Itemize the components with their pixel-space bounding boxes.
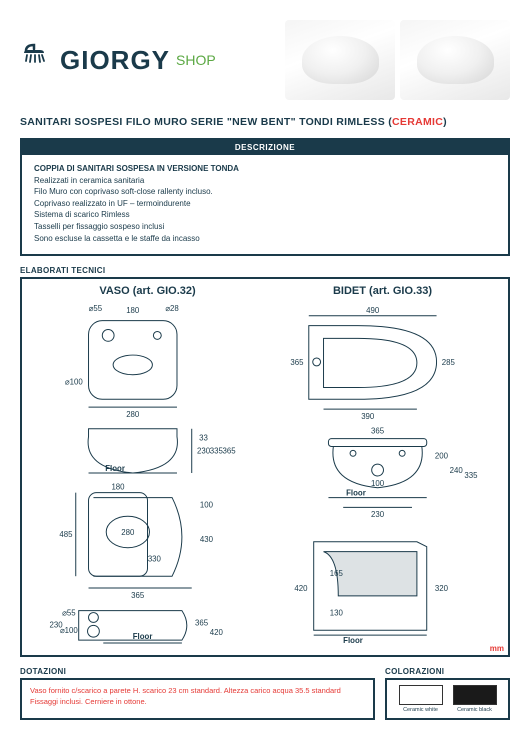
svg-text:Floor: Floor: [133, 632, 153, 641]
svg-text:⌀100: ⌀100: [65, 378, 83, 387]
tech-label: ELABORATI TECNICI: [20, 266, 510, 275]
bidet-column: BIDET (art. GIO.33) 490 390 365 285: [265, 285, 500, 649]
svg-text:320: 320: [435, 584, 449, 593]
title-highlight: CERAMIC: [392, 116, 443, 128]
svg-text:130: 130: [330, 609, 344, 618]
svg-text:365: 365: [290, 358, 304, 367]
tech-frame: VASO (art. GIO.32) 280 180 ⌀55 ⌀28 ⌀100 …: [20, 277, 510, 657]
description-line: Realizzati in ceramica sanitaria: [34, 175, 496, 187]
product-photos: [226, 20, 510, 100]
dotazioni-box: Vaso fornito c/scarico a parete H. scari…: [20, 678, 375, 720]
svg-text:33: 33: [199, 434, 208, 443]
svg-text:⌀100: ⌀100: [60, 626, 78, 635]
description-line: Tasselli per fissaggio sospeso inclusi: [34, 221, 496, 233]
svg-text:430: 430: [200, 535, 214, 544]
colorazioni-label: COLORAZIONI: [385, 667, 510, 676]
bidet-title: BIDET (art. GIO.33): [265, 285, 500, 297]
bidet-drawing: 490 390 365 285 Floor 365 200 240 335 10…: [265, 301, 500, 645]
svg-text:230: 230: [50, 620, 64, 629]
svg-text:365: 365: [223, 446, 237, 455]
swatch-label: Ceramic white: [403, 707, 438, 713]
brand-suffix: SHOP: [176, 52, 216, 68]
svg-text:230: 230: [371, 510, 385, 519]
svg-text:200: 200: [435, 451, 449, 460]
unit-label: mm: [490, 644, 504, 653]
photo-vaso: [285, 20, 395, 100]
svg-text:100: 100: [371, 479, 385, 488]
svg-text:230: 230: [197, 446, 211, 455]
svg-text:365: 365: [131, 591, 145, 600]
dotazioni-line: Vaso fornito c/scarico a parete H. scari…: [30, 686, 365, 697]
svg-text:285: 285: [442, 358, 456, 367]
svg-text:335: 335: [210, 446, 224, 455]
vaso-column: VASO (art. GIO.32) 280 180 ⌀55 ⌀28 ⌀100 …: [30, 285, 265, 649]
photo-bidet: [400, 20, 510, 100]
description-line: Filo Muro con coprivaso soft-close ralle…: [34, 186, 496, 198]
title-close: ): [443, 116, 447, 128]
svg-text:490: 490: [366, 306, 380, 315]
svg-text:Floor: Floor: [346, 489, 366, 498]
title-main: SANITARI SOSPESI FILO MURO SERIE "NEW BE…: [20, 116, 392, 128]
swatch-box-white: [399, 685, 443, 705]
svg-text:240: 240: [450, 466, 464, 475]
svg-text:365: 365: [371, 427, 385, 436]
svg-text:100: 100: [200, 501, 214, 510]
svg-text:Floor: Floor: [343, 636, 363, 645]
svg-text:⌀55: ⌀55: [89, 304, 103, 313]
svg-text:280: 280: [121, 528, 135, 537]
svg-text:165: 165: [330, 569, 344, 578]
brand-name: GIORGY: [60, 45, 170, 76]
svg-text:180: 180: [111, 483, 125, 492]
svg-text:335: 335: [464, 471, 478, 480]
description-line: Sistema di scarico Rimless: [34, 209, 496, 221]
svg-text:390: 390: [361, 412, 375, 421]
description-lead: COPPIA DI SANITARI SOSPESA IN VERSIONE T…: [34, 163, 496, 175]
svg-text:420: 420: [210, 628, 224, 637]
swatch-black: Ceramic black: [450, 685, 500, 713]
svg-text:Floor: Floor: [105, 464, 125, 473]
swatch-label: Ceramic black: [457, 707, 492, 713]
svg-text:365: 365: [195, 618, 209, 627]
shower-icon: [20, 43, 54, 77]
product-title: SANITARI SOSPESI FILO MURO SERIE "NEW BE…: [0, 110, 530, 138]
description-header: DESCRIZIONE: [22, 140, 508, 155]
svg-text:485: 485: [59, 530, 73, 539]
dotazioni-label: DOTAZIONI: [20, 667, 375, 676]
vaso-drawing: 280 180 ⌀55 ⌀28 ⌀100 Floor 33 230 335 36…: [30, 301, 265, 645]
swatch-white: Ceramic white: [396, 685, 446, 713]
svg-text:⌀28: ⌀28: [165, 304, 179, 313]
svg-text:180: 180: [126, 306, 140, 315]
description-box: DESCRIZIONE COPPIA DI SANITARI SOSPESA I…: [20, 138, 510, 256]
svg-text:420: 420: [294, 584, 308, 593]
header: GIORGY SHOP: [0, 0, 530, 110]
svg-text:⌀55: ⌀55: [62, 609, 76, 618]
swatch-box-black: [453, 685, 497, 705]
svg-text:330: 330: [148, 555, 162, 564]
vaso-title: VASO (art. GIO.32): [30, 285, 265, 297]
description-body: COPPIA DI SANITARI SOSPESA IN VERSIONE T…: [22, 155, 508, 254]
dotazioni-line: Fissaggi inclusi. Cerniere in ottone.: [30, 697, 365, 708]
description-line: Coprivaso realizzato in UF – termoindure…: [34, 198, 496, 210]
description-line: Sono escluse la cassetta e le staffe da …: [34, 233, 496, 245]
brand-logo: GIORGY SHOP: [20, 43, 216, 77]
colorazioni-box: Ceramic white Ceramic black: [385, 678, 510, 720]
svg-text:280: 280: [126, 410, 140, 419]
